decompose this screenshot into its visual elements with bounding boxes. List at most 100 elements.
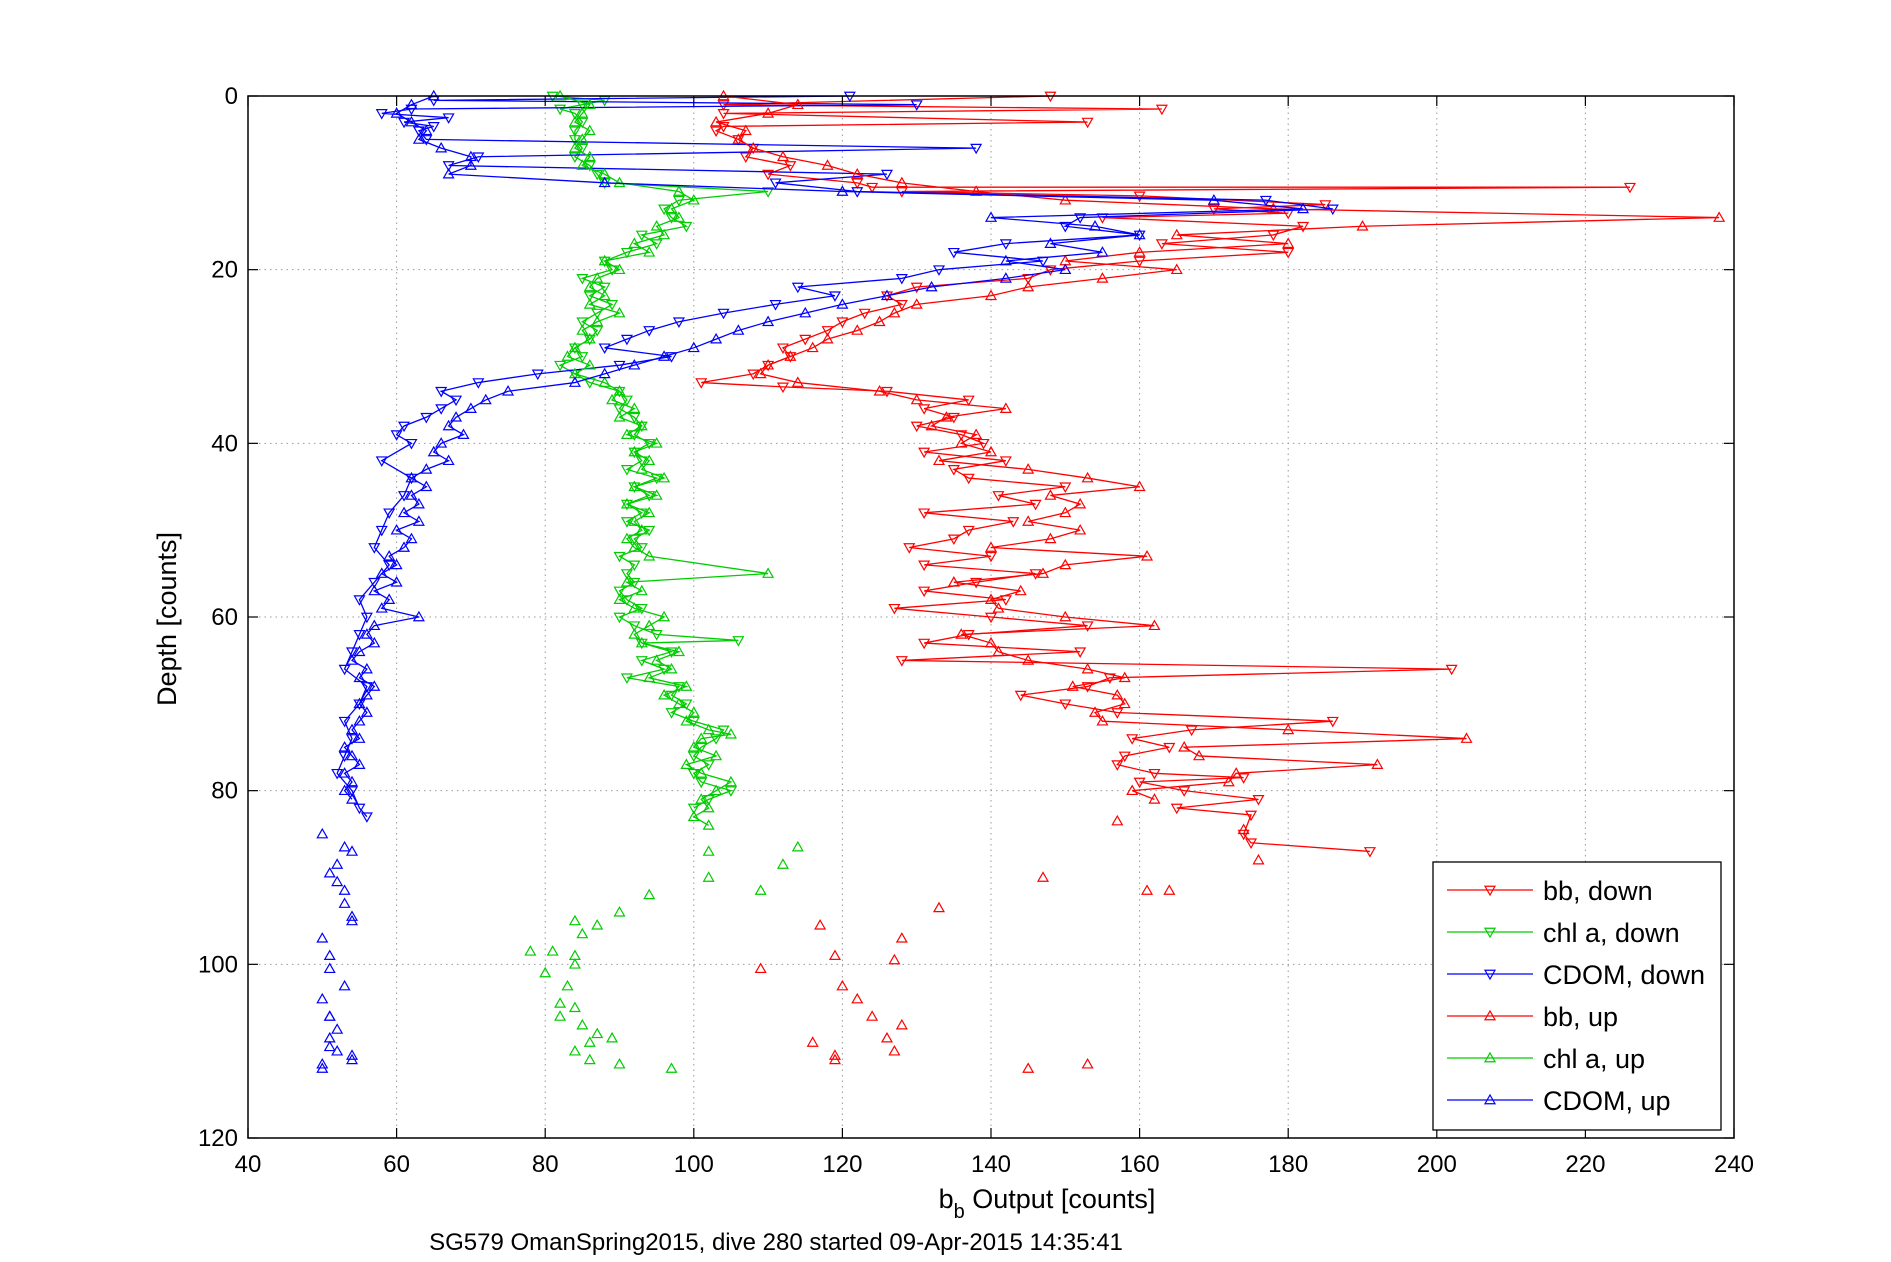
data-point <box>613 612 626 624</box>
data-point <box>345 845 359 856</box>
data-point <box>635 543 648 554</box>
data-point <box>598 376 611 387</box>
data-point <box>1237 773 1250 784</box>
data-point <box>568 135 581 146</box>
data-point <box>888 603 901 615</box>
data-point <box>947 412 960 424</box>
data-point <box>345 1049 359 1060</box>
data-point <box>970 428 983 439</box>
data-point <box>502 385 515 396</box>
data-point <box>368 543 381 554</box>
data-point <box>591 308 604 320</box>
data-point <box>1096 272 1109 283</box>
series-cdom-down <box>331 91 1339 823</box>
data-point <box>1118 751 1131 763</box>
data-point <box>695 742 708 754</box>
data-point <box>598 282 611 294</box>
data-point <box>1230 767 1243 778</box>
data-point <box>918 508 931 520</box>
data-point <box>1178 741 1191 752</box>
data-point <box>1044 489 1057 500</box>
data-point <box>739 152 752 163</box>
data-point <box>695 378 708 389</box>
data-point <box>1148 793 1161 804</box>
data-point <box>628 447 641 459</box>
data-point <box>390 523 403 535</box>
legend-item: bb, down <box>1447 876 1653 906</box>
data-point <box>613 385 626 396</box>
data-point <box>576 317 589 328</box>
data-point <box>910 100 923 111</box>
data-point <box>613 386 626 398</box>
data-point <box>918 447 931 459</box>
data-point <box>687 193 700 205</box>
data-point <box>628 480 641 492</box>
data-point <box>568 343 581 355</box>
data-point <box>338 840 351 852</box>
data-point <box>628 515 641 526</box>
data-point <box>1163 742 1176 754</box>
data-point <box>910 298 923 309</box>
data-point <box>390 558 403 570</box>
data-point <box>405 532 418 544</box>
data-point <box>442 454 455 466</box>
data-point <box>702 819 715 830</box>
data-point <box>316 827 329 839</box>
data-point <box>390 107 403 118</box>
data-point <box>360 612 373 624</box>
data-point <box>925 280 938 292</box>
data-point <box>962 473 975 485</box>
data-point <box>665 647 678 658</box>
data-point <box>1170 228 1183 240</box>
data-point <box>583 150 596 162</box>
data-point <box>628 621 641 632</box>
data-point <box>895 176 908 188</box>
data-point <box>1111 708 1124 719</box>
data-point <box>1245 810 1258 822</box>
data-point <box>1267 202 1280 214</box>
data-point <box>873 385 886 396</box>
data-point <box>910 282 923 294</box>
data-point <box>925 419 938 431</box>
data-point <box>702 760 715 771</box>
data-point <box>1066 680 1079 691</box>
caption: SG579 OmanSpring2015, dive 280 started 0… <box>429 1229 1123 1256</box>
data-point <box>620 569 633 580</box>
data-point <box>613 1057 626 1069</box>
data-point <box>1059 263 1072 275</box>
legend-marker <box>1483 1009 1497 1021</box>
data-point <box>903 543 916 554</box>
data-point <box>397 506 411 518</box>
data-point <box>1133 246 1146 257</box>
data-point <box>591 326 604 337</box>
data-point <box>970 143 983 155</box>
data-point <box>435 386 448 398</box>
data-point <box>643 454 656 466</box>
data-point <box>1036 567 1050 578</box>
data-point <box>672 195 685 207</box>
data-point <box>442 167 455 179</box>
data-point <box>568 341 581 353</box>
data-point <box>316 1057 329 1069</box>
data-point <box>420 412 433 424</box>
data-point <box>650 489 663 500</box>
x-tick-label: 100 <box>674 1151 714 1178</box>
data-point <box>895 274 908 285</box>
data-point <box>1059 221 1072 233</box>
data-point <box>1059 482 1072 493</box>
x-tick-label: 120 <box>822 1151 862 1178</box>
data-point <box>1282 237 1295 248</box>
data-point <box>1059 699 1072 711</box>
data-point <box>539 966 552 978</box>
series-line <box>336 95 1333 818</box>
data-point <box>1207 204 1220 216</box>
data-point <box>1326 716 1339 728</box>
data-point <box>910 421 923 433</box>
data-point <box>984 541 998 552</box>
data-point <box>1252 853 1265 865</box>
data-point <box>628 541 641 552</box>
data-point <box>702 801 715 813</box>
data-point <box>1363 847 1376 858</box>
data-point <box>791 282 804 294</box>
